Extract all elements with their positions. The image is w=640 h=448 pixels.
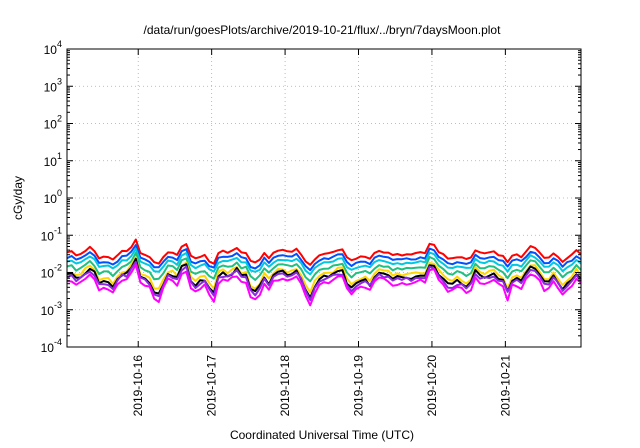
series-line-1 (66, 238, 582, 266)
x-axis-label: Coordinated Universal Time (UTC) (230, 428, 414, 442)
y-tick-label: 10-4 (41, 337, 62, 355)
x-tick-label: 2019-10-16 (131, 355, 145, 417)
y-tick-label: 101 (44, 151, 62, 169)
y-tick-label: 103 (44, 76, 62, 94)
y-tick-label: 10-3 (41, 300, 62, 318)
y-tick-label: 100 (44, 188, 62, 206)
series-line-2 (66, 244, 582, 272)
y-tick-label: 102 (44, 114, 62, 132)
x-tick-label: 2019-10-19 (352, 355, 366, 417)
x-tick-label: 2019-10-21 (498, 355, 512, 417)
grid (67, 49, 581, 347)
series-layer (66, 238, 582, 307)
x-tick-label: 2019-10-18 (278, 355, 292, 417)
series-line-4 (66, 251, 582, 283)
series-line-8 (66, 263, 582, 307)
y-axis-label: cGy/day (11, 176, 25, 220)
series-line-5 (66, 256, 582, 294)
x-tick-label: 2019-10-20 (425, 355, 439, 417)
series-line-7 (66, 261, 582, 302)
y-tick-label: 10-1 (41, 225, 62, 243)
x-axis: 2019-10-16 2019-10-17 2019-10-18 2019-10-19… (131, 49, 512, 416)
series-line-3 (66, 247, 582, 276)
y-tick-label: 104 (44, 39, 62, 57)
y-axis: 10-4 10-3 10-2 10-1 100 101 102 103 104 (41, 39, 581, 355)
chart-title: /data/run/goesPlots/archive/2019-10-21/f… (144, 23, 502, 37)
y-tick-label: 10-2 (41, 263, 62, 281)
x-tick-label: 2019-10-17 (205, 355, 219, 417)
